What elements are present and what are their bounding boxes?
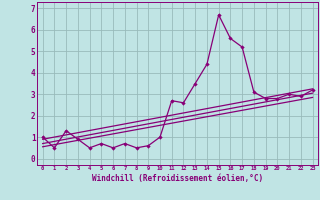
X-axis label: Windchill (Refroidissement éolien,°C): Windchill (Refroidissement éolien,°C)	[92, 174, 263, 183]
